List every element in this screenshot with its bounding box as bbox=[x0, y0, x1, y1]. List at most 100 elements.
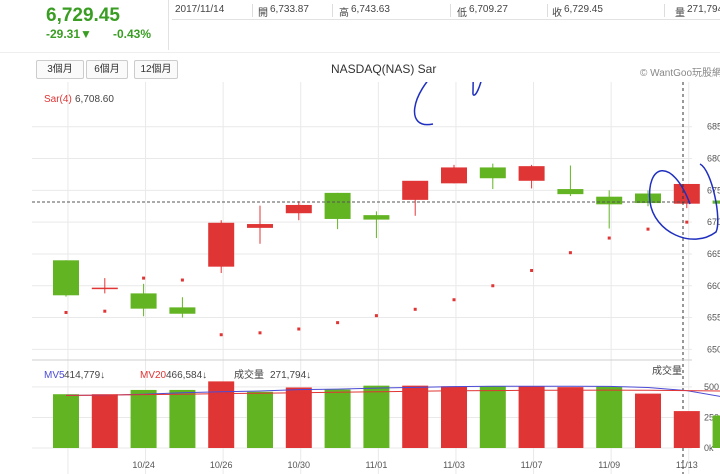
sar-dot bbox=[297, 327, 301, 331]
volume-bar bbox=[479, 386, 506, 448]
high-label: 高 bbox=[339, 8, 349, 19]
candle-body bbox=[402, 180, 429, 200]
sar-dot bbox=[452, 298, 456, 302]
credit-text: © WantGoo玩股網 bbox=[640, 68, 720, 79]
price-tick-label: 655 bbox=[707, 313, 720, 323]
date-tick-label: 10/26 bbox=[210, 460, 233, 470]
price-tick-label: 685 bbox=[707, 122, 720, 132]
price-tick-label: 650 bbox=[707, 344, 720, 354]
high-value: 6,743.63 bbox=[351, 4, 390, 15]
date-axis: 10/24 10/26 10/30 11/01 11/03 11/07 11/09 11/13 bbox=[132, 460, 697, 470]
sar-dot bbox=[491, 284, 495, 288]
volume-panel-title: 成交量 bbox=[652, 364, 682, 377]
open-value: 6,733.87 bbox=[270, 4, 309, 15]
date-tick-label: 11/01 bbox=[365, 460, 387, 470]
sar-dot bbox=[530, 268, 534, 272]
range-6m-button[interactable]: 6個月 bbox=[86, 60, 128, 79]
candle-body bbox=[285, 204, 312, 214]
candle-body bbox=[596, 196, 623, 205]
candle-body bbox=[53, 260, 79, 296]
sar-legend-value: 6,708.60 bbox=[75, 94, 114, 105]
ohlc-row: 2017/11/14 開 6,733.87 高 6,743.63 低 6,709… bbox=[172, 2, 720, 20]
sar-dot bbox=[374, 314, 378, 318]
sar-dot bbox=[336, 321, 340, 325]
volume-bar bbox=[324, 389, 351, 448]
date-tick-label: 10/30 bbox=[288, 460, 311, 470]
price-tick-label: 660 bbox=[707, 281, 720, 291]
price-change-percent: -0.43% bbox=[113, 27, 152, 41]
price-tick-label: 680 bbox=[707, 154, 720, 164]
candles bbox=[53, 163, 720, 318]
candle-body bbox=[635, 193, 661, 204]
low-label: 低 bbox=[457, 8, 467, 19]
candle-body bbox=[441, 167, 467, 184]
volume-axis: 0k 250 500 bbox=[704, 382, 719, 453]
sar-dot bbox=[607, 236, 611, 240]
range-12m-button[interactable]: 12個月 bbox=[134, 60, 178, 79]
volume-bar bbox=[441, 386, 467, 448]
close-label: 收 bbox=[552, 8, 562, 19]
volume-legend: MV5 414,779↓ MV20 466,584↓ 成交量 271,794↓ … bbox=[44, 364, 682, 381]
candle-body bbox=[518, 166, 545, 181]
volume-legend-label: 成交量 bbox=[234, 368, 264, 381]
last-price: 6,729.45 bbox=[46, 5, 120, 26]
volume-legend-value: 271,794↓ bbox=[270, 370, 311, 381]
mv20-value: 466,584↓ bbox=[166, 370, 207, 381]
candle-body bbox=[208, 222, 235, 267]
chart-title: NASDAQ(NAS) Sar bbox=[331, 62, 437, 76]
price-box: 6,729.45 -29.31▼ -0.43% bbox=[36, 0, 169, 50]
mv5-label: MV5 bbox=[44, 370, 65, 381]
date-tick-label: 11/13 bbox=[676, 460, 698, 470]
volume-tick-label: 250 bbox=[704, 412, 719, 422]
date-tick-label: 11/09 bbox=[598, 460, 620, 470]
price-tick-label: 670 bbox=[707, 217, 720, 227]
volume-bar bbox=[635, 393, 661, 448]
annotation-scribbles bbox=[413, 82, 719, 240]
volume-bar bbox=[518, 386, 545, 448]
price-tick-label: 665 bbox=[707, 249, 720, 259]
sar-dot bbox=[568, 251, 572, 255]
open-label: 開 bbox=[258, 8, 268, 19]
sar-dot bbox=[64, 310, 68, 314]
volume-bar bbox=[596, 386, 623, 448]
sar-dot bbox=[219, 333, 223, 337]
range-3m-button[interactable]: 3個月 bbox=[36, 60, 84, 79]
candle-body bbox=[557, 189, 584, 195]
candle-body bbox=[324, 192, 351, 219]
volume-bar bbox=[91, 394, 118, 448]
volume-bar bbox=[402, 385, 429, 448]
candle-body bbox=[247, 224, 273, 228]
volume-bar bbox=[285, 387, 312, 448]
quote-header: 6,729.45 -29.31▼ -0.43% 2017/11/14 開 6,7… bbox=[0, 0, 720, 52]
chart-toolbar: 3個月 6個月 12個月 NASDAQ(NAS) Sar © WantGoo玩股… bbox=[0, 52, 720, 83]
mv5-value: 414,779↓ bbox=[64, 370, 105, 381]
low-value: 6,709.27 bbox=[469, 4, 508, 15]
date-tick-label: 10/24 bbox=[132, 460, 155, 470]
volume-bar bbox=[363, 385, 390, 448]
mv20-line bbox=[65, 389, 720, 396]
sar-dot bbox=[258, 331, 262, 335]
sar-dot bbox=[413, 307, 417, 311]
chart-area: Sar(4) 6,708.60 650655660665670675680685… bbox=[32, 82, 720, 474]
scribble-annotation-1 bbox=[413, 82, 482, 126]
volume-bar bbox=[712, 415, 720, 448]
candle-body bbox=[91, 287, 118, 290]
volume-tick-label: 500 bbox=[704, 382, 719, 392]
date-tick-label: 11/07 bbox=[521, 460, 543, 470]
sar-dot bbox=[646, 227, 650, 231]
sar-dots bbox=[64, 220, 689, 337]
quote-date: 2017/11/14 bbox=[175, 4, 225, 15]
mv20-label: MV20 bbox=[140, 370, 167, 381]
candle-body bbox=[130, 293, 157, 309]
volume-bar bbox=[673, 411, 700, 448]
candle-body bbox=[363, 215, 390, 220]
date-tick-label: 11/03 bbox=[443, 460, 465, 470]
close-value: 6,729.45 bbox=[564, 4, 603, 15]
sar-dot bbox=[685, 220, 689, 224]
scribble-annotation-2 bbox=[648, 163, 719, 240]
sar-legend-label: Sar(4) bbox=[44, 94, 72, 105]
sar-dot bbox=[180, 278, 184, 282]
volume-bar bbox=[247, 391, 273, 448]
volume-ma-lines bbox=[65, 385, 720, 397]
